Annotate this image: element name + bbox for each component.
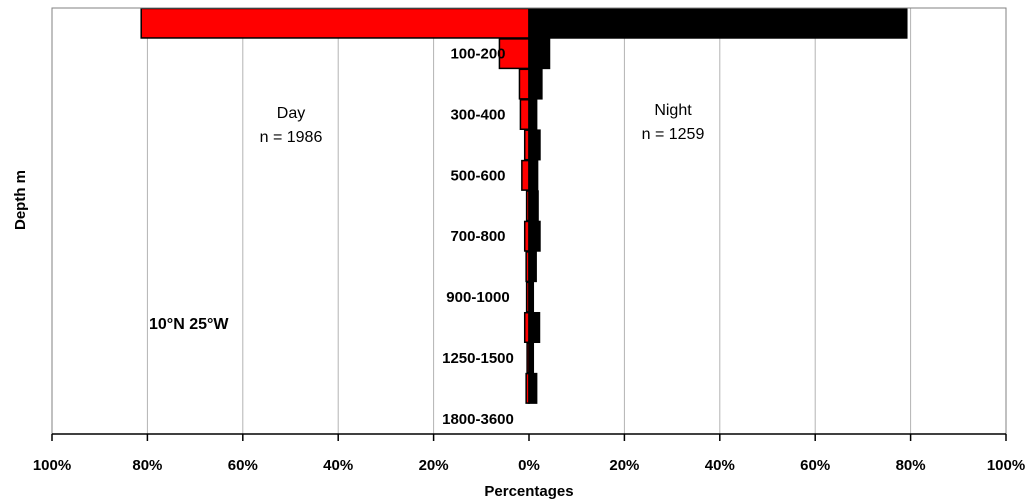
night-bar: [529, 313, 539, 343]
depth-category-label: 300-400: [450, 107, 505, 124]
night-bar: [529, 221, 540, 251]
x-tick-label: 40%: [705, 457, 735, 474]
x-tick-label: 60%: [228, 457, 258, 474]
night-bar: [529, 39, 550, 69]
x-tick-label: 20%: [609, 457, 639, 474]
day-bar: [520, 100, 529, 130]
x-tick-label: 40%: [323, 457, 353, 474]
location-annotation: 10°N 25°W: [149, 316, 229, 333]
x-tick-label: 60%: [800, 457, 830, 474]
depth-category-label: 100-200: [450, 46, 505, 63]
x-tick-label: 100%: [987, 457, 1025, 474]
day-bar: [519, 69, 529, 99]
night-annotation-title: Night: [654, 102, 692, 119]
depth-category-label: 1800-3600: [442, 411, 514, 428]
day-annotation-title: Day: [277, 105, 305, 122]
night-bar: [529, 69, 542, 99]
depth-category-label: 900-1000: [446, 289, 509, 306]
depth-category-label: 700-800: [450, 228, 505, 245]
night-bar: [529, 100, 537, 130]
night-bar: [529, 161, 538, 191]
x-tick-label: 80%: [896, 457, 926, 474]
x-tick-label: 100%: [33, 457, 71, 474]
x-tick-label: 0%: [518, 457, 540, 474]
x-tick-label: 80%: [132, 457, 162, 474]
night-bar: [529, 252, 536, 282]
depth-category-label: 1250-1500: [442, 350, 514, 367]
night-bar: [529, 191, 538, 221]
y-axis-title: Depth m: [12, 170, 29, 230]
x-tick-label: 20%: [419, 457, 449, 474]
day-annotation-n: n = 1986: [260, 129, 323, 146]
x-axis-title: Percentages: [484, 483, 573, 500]
night-annotation-n: n = 1259: [642, 126, 705, 143]
day-bar: [522, 161, 529, 191]
night-bar: [529, 374, 537, 404]
night-bar: [529, 130, 540, 160]
night-bar: [529, 282, 533, 312]
day-bar: [141, 8, 529, 38]
night-bar: [529, 8, 907, 38]
depth-category-label: 500-600: [450, 167, 505, 184]
night-bar: [529, 343, 533, 373]
